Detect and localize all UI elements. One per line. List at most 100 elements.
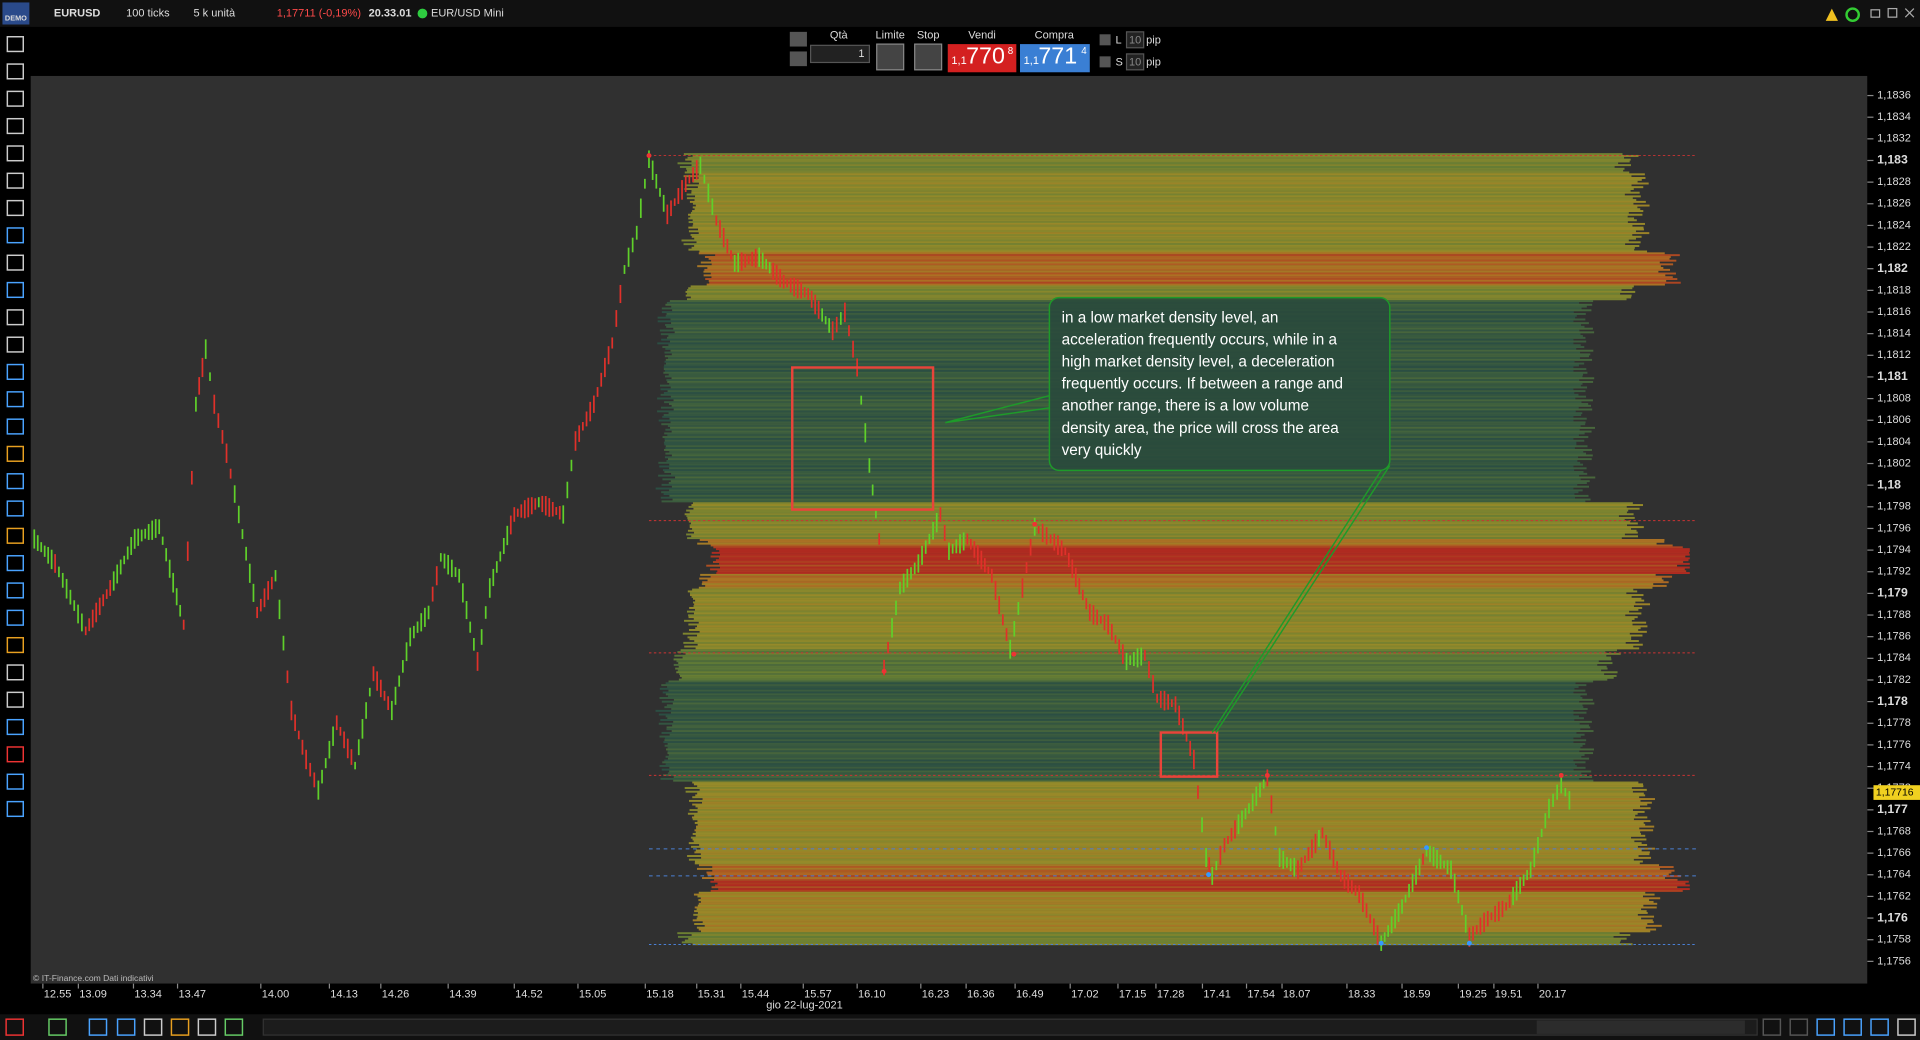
tool-button[interactable] — [6, 254, 24, 271]
tool-button[interactable] — [6, 63, 24, 80]
tool-button[interactable] — [6, 500, 24, 517]
sell-prefix[interactable]: 1,1 — [951, 55, 966, 67]
long-input[interactable] — [1125, 31, 1145, 49]
profile-row — [695, 825, 1655, 828]
bar-button[interactable] — [1843, 1018, 1862, 1036]
tool-button[interactable] — [6, 227, 24, 244]
tool-icon[interactable] — [789, 31, 807, 47]
scroll-thumb[interactable] — [1536, 1020, 1745, 1034]
profile-row — [692, 943, 1633, 946]
bar-button[interactable] — [197, 1018, 217, 1036]
tool-button[interactable] — [6, 636, 24, 654]
profile-row — [665, 763, 1576, 766]
bar-button[interactable] — [48, 1018, 67, 1036]
bar-button[interactable] — [1816, 1018, 1836, 1036]
long-checkbox[interactable] — [1099, 34, 1111, 46]
tool-button[interactable] — [6, 664, 24, 681]
price-tick-label: 1,1806 — [1877, 414, 1911, 426]
profile-row — [694, 603, 1651, 606]
tool-button[interactable] — [6, 773, 24, 790]
buy-main[interactable]: 771 — [1038, 43, 1077, 69]
profile-row — [710, 544, 1673, 547]
tool-button[interactable] — [6, 172, 24, 189]
sell-main[interactable]: 770 — [966, 43, 1005, 69]
profile-row — [714, 884, 1690, 887]
tool-button[interactable] — [6, 718, 24, 736]
profile-row — [719, 553, 1690, 556]
tool-icon[interactable] — [789, 51, 807, 67]
stop-button[interactable] — [914, 43, 943, 71]
profile-row — [688, 858, 1634, 861]
minimize-icon[interactable] — [1870, 9, 1881, 18]
profile-row — [675, 667, 1608, 670]
bar-button[interactable] — [1870, 1018, 1889, 1036]
short-pips[interactable]: 10 — [1129, 56, 1141, 68]
bar-button[interactable] — [1762, 1018, 1782, 1036]
sell-pip[interactable]: 8 — [1008, 46, 1014, 57]
warning-icon[interactable] — [1825, 8, 1838, 21]
close-icon[interactable] — [1904, 8, 1915, 18]
tool-button[interactable] — [6, 117, 24, 135]
price-tick-label: 1,176 — [1877, 910, 1908, 924]
profile-row — [684, 645, 1634, 648]
buy-prefix[interactable]: 1,1 — [1024, 55, 1039, 67]
tool-button[interactable] — [6, 281, 24, 299]
profile-row — [719, 550, 1690, 552]
copyright: © IT-Finance.com Dati indicativi — [33, 973, 154, 983]
short-input[interactable] — [1125, 53, 1145, 71]
tool-button[interactable] — [6, 582, 24, 599]
bar-button[interactable] — [116, 1018, 136, 1036]
price-tick-label: 1,1834 — [1877, 111, 1911, 123]
tool-button[interactable] — [6, 36, 24, 53]
profile-row — [672, 702, 1595, 705]
long-pips[interactable]: 10 — [1129, 34, 1141, 46]
sell-button[interactable] — [947, 44, 1017, 73]
tool-button[interactable] — [6, 800, 24, 818]
tool-button[interactable] — [6, 199, 24, 217]
tool-button[interactable] — [6, 691, 24, 708]
qty-value[interactable]: 1 — [858, 48, 864, 60]
tool-button[interactable] — [6, 391, 24, 408]
price-tick-label: 1,1824 — [1877, 219, 1911, 231]
bar-button[interactable] — [143, 1018, 163, 1036]
tool-button[interactable] — [6, 309, 24, 326]
tool-button[interactable] — [6, 363, 24, 380]
profile-row — [680, 649, 1617, 652]
interval[interactable]: 100 ticks — [126, 7, 170, 19]
time-tick-label: 17.02 — [1071, 989, 1099, 1001]
bar-button[interactable] — [1789, 1018, 1809, 1036]
symbol[interactable]: EURUSD — [54, 7, 101, 19]
tool-button[interactable] — [6, 90, 24, 107]
quantity-unit[interactable]: 5 k unità — [193, 7, 236, 19]
profile-row — [685, 790, 1633, 793]
short-checkbox[interactable] — [1099, 56, 1111, 68]
tool-button[interactable] — [6, 445, 24, 462]
buy-button[interactable] — [1020, 44, 1090, 73]
tool-button[interactable] — [6, 555, 24, 572]
scrollbar[interactable] — [262, 1018, 1758, 1036]
profile-row — [697, 186, 1644, 189]
profile-row — [673, 663, 1598, 666]
buy-pip[interactable]: 4 — [1081, 46, 1087, 57]
limit-button[interactable] — [876, 43, 905, 71]
tool-button[interactable] — [6, 418, 24, 435]
refresh-icon[interactable] — [1845, 7, 1860, 23]
tool-button[interactable] — [6, 527, 24, 544]
profile-row — [686, 184, 1632, 187]
profile-row — [699, 844, 1648, 846]
annotation-text: in a low market density level, an acceler… — [1062, 310, 1343, 459]
bar-button[interactable] — [170, 1018, 190, 1036]
tool-button[interactable] — [6, 145, 24, 162]
tool-button[interactable] — [6, 473, 24, 490]
bar-button[interactable] — [1897, 1018, 1916, 1036]
annotation-box — [1048, 296, 1391, 472]
tool-button[interactable] — [6, 746, 24, 763]
bar-button[interactable] — [5, 1018, 24, 1036]
qty-input[interactable] — [810, 44, 870, 64]
restore-icon[interactable] — [1887, 7, 1898, 18]
bar-button[interactable] — [88, 1018, 108, 1036]
tool-button[interactable] — [6, 609, 24, 626]
tool-button[interactable] — [6, 336, 24, 353]
price-tick-label: 1,1816 — [1877, 306, 1911, 318]
bar-button[interactable] — [224, 1018, 244, 1036]
